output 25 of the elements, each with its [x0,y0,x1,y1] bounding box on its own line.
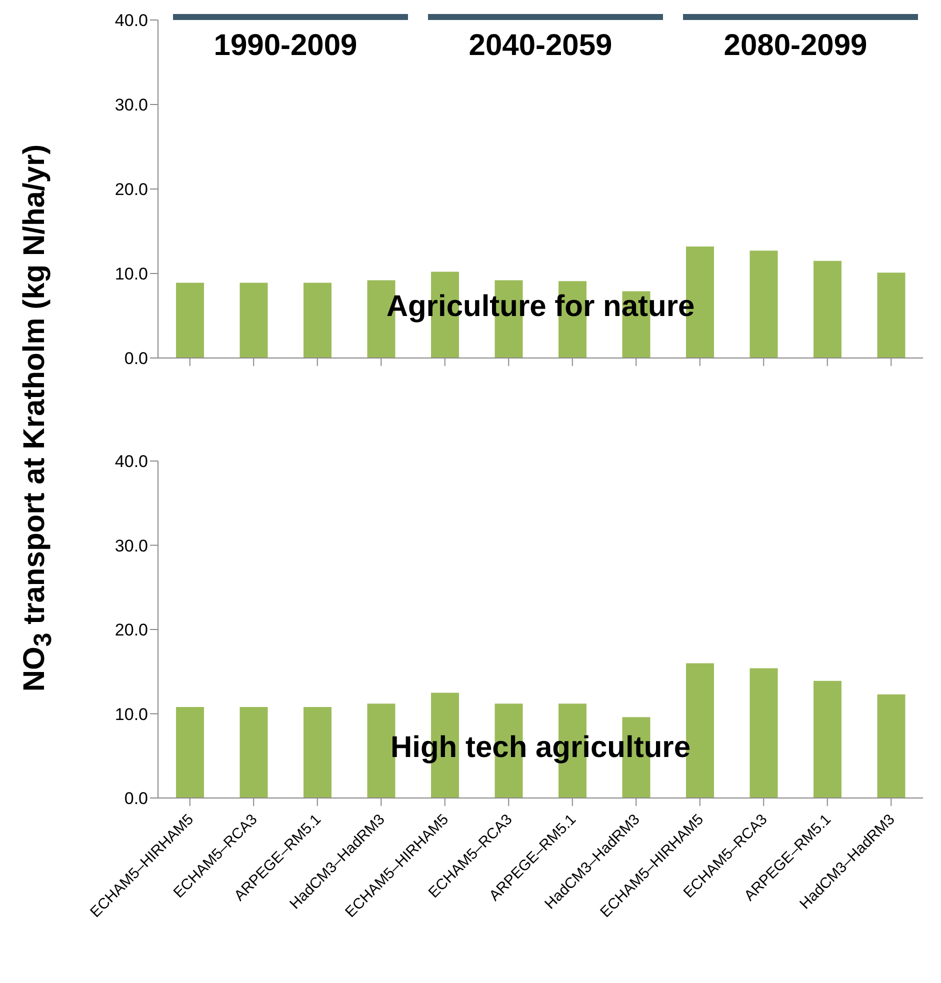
bar [814,680,842,798]
bar [877,272,906,358]
bar [877,694,906,798]
y-tick-label: 0.0 [124,789,148,808]
bar [304,282,332,358]
y-tick-label: 30.0 [114,536,148,556]
y-tick-label: 20.0 [114,620,148,640]
y-tick-label: 40.0 [114,452,148,472]
y-tick-label: 10.0 [114,264,148,284]
y-tick-label: 0.0 [124,349,148,368]
y-tick-label: 20.0 [114,180,148,200]
y-tick-label: 10.0 [114,704,148,724]
bar [240,707,268,798]
y-tick-label: 30.0 [114,96,148,115]
annotation: 1990-2009 [212,28,358,64]
bar [814,260,842,358]
bar [176,282,204,358]
annotation: 2080-2099 [722,28,868,64]
bar [176,707,204,798]
bar [750,668,778,798]
bar [304,707,332,798]
bar [240,282,268,358]
y-tick-label: 40.0 [114,11,148,30]
bar [750,250,778,358]
annotation: 2040-2059 [468,28,614,64]
